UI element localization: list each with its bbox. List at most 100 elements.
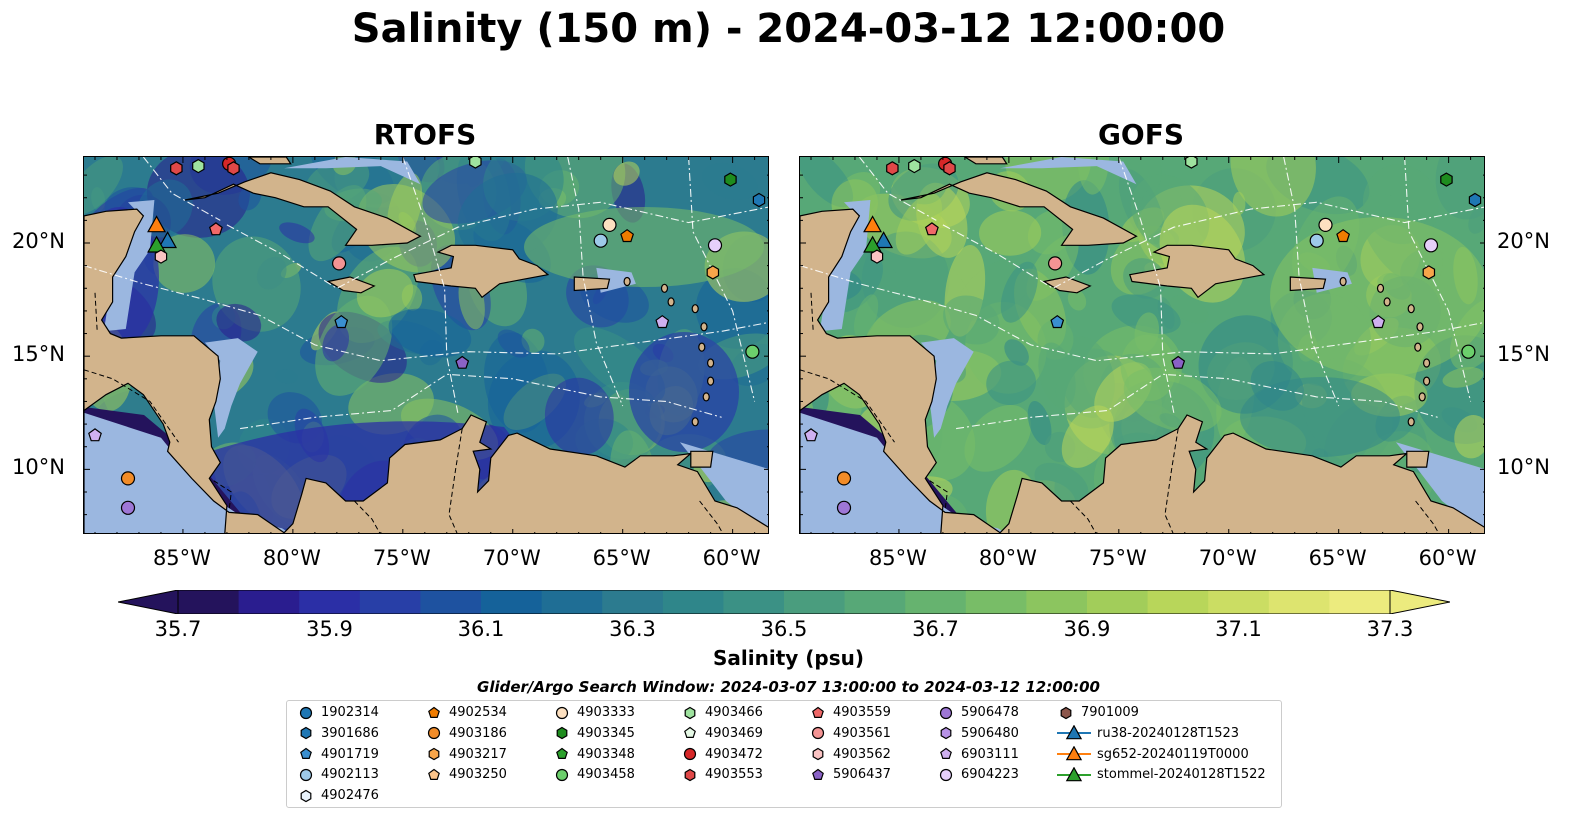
colorbar-extend-max bbox=[1389, 590, 1450, 614]
colorbar-segment bbox=[1268, 590, 1330, 614]
lon-tick-label: 60°W bbox=[702, 546, 761, 570]
float-marker-4903562 bbox=[154, 249, 168, 264]
lat-tick-label: 15°N bbox=[12, 342, 65, 367]
legend-label: 5906480 bbox=[961, 725, 1019, 741]
legend-item: 4902113 bbox=[297, 765, 379, 785]
colorbar-tick-label: 37.3 bbox=[1366, 617, 1414, 641]
colorbar-extend-min bbox=[118, 590, 179, 614]
legend-marker-icon bbox=[812, 768, 824, 780]
float-marker-6903111 bbox=[655, 314, 670, 329]
legend-marker-icon bbox=[300, 727, 312, 740]
legend-label: 4903466 bbox=[705, 705, 763, 720]
legend-item: 4903562 bbox=[809, 745, 891, 765]
lon-tick-label: 80°W bbox=[262, 546, 321, 570]
land-hispaniola bbox=[1129, 244, 1266, 299]
legend-marker-icon bbox=[428, 747, 440, 761]
legend-marker bbox=[555, 706, 569, 719]
map-rtofs[interactable] bbox=[83, 156, 769, 534]
legend-marker-icon bbox=[299, 768, 313, 781]
colorbar-segment bbox=[905, 590, 967, 614]
map-gofs-svg bbox=[800, 157, 1484, 533]
search-window-text: Glider/Argo Search Window: 2024-03-07 13… bbox=[477, 678, 1100, 696]
float-marker-6904223 bbox=[1423, 238, 1439, 253]
land-jamaica bbox=[1042, 276, 1092, 294]
legend-label: 6904223 bbox=[961, 767, 1019, 783]
legend-marker bbox=[300, 727, 312, 740]
legend-marker-icon bbox=[940, 747, 952, 760]
legend-label: 4903250 bbox=[449, 767, 507, 783]
float-marker-4903561 bbox=[1048, 256, 1063, 271]
float-marker-4903561 bbox=[332, 256, 347, 271]
float-marker-4903217 bbox=[1422, 265, 1436, 280]
colorbar-tick-label: 36.7 bbox=[912, 617, 959, 641]
colorbar-tick-label: 36.1 bbox=[457, 617, 505, 641]
legend-marker-icon bbox=[299, 706, 313, 719]
land-jamaica bbox=[326, 276, 376, 294]
land-puerto-rico bbox=[573, 276, 611, 292]
legend-marker-icon bbox=[556, 727, 568, 740]
legend-label: 4903559 bbox=[833, 705, 891, 720]
legend-label: 4903472 bbox=[705, 746, 763, 762]
legend-marker bbox=[556, 727, 568, 740]
colorbar-segment bbox=[1026, 590, 1088, 614]
legend-item: 4903469 bbox=[681, 724, 763, 744]
colorbar-tick-label: 36.3 bbox=[609, 617, 656, 641]
legend-item: 6903111 bbox=[937, 745, 1019, 765]
figure-title: Salinity (150 m) - 2024-03-12 12:00:00 bbox=[351, 6, 1226, 52]
legend-item: 4903472 bbox=[681, 745, 763, 765]
legend-marker-icon bbox=[555, 768, 569, 781]
lon-tick-label: 65°W bbox=[592, 546, 651, 570]
colorbar-segment bbox=[1087, 590, 1149, 614]
legend-label: 3901686 bbox=[321, 725, 379, 741]
land-florida-bahamas bbox=[963, 157, 1008, 165]
colorbar-label: Salinity (psu) bbox=[712, 646, 864, 670]
legend-marker-icon bbox=[684, 768, 696, 782]
legend-marker bbox=[555, 768, 569, 781]
panel-title-gofs: GOFS bbox=[1097, 118, 1185, 151]
float-marker-4901719 bbox=[1050, 314, 1065, 329]
legend-marker bbox=[684, 727, 696, 739]
legend-marker-icon bbox=[812, 706, 824, 718]
map-rtofs-svg bbox=[84, 157, 768, 533]
legend: 1902314 3901686 4901719 4902113 4902476 49025… bbox=[286, 700, 1282, 808]
legend-marker bbox=[428, 768, 440, 780]
legend-item: 5906437 bbox=[809, 765, 891, 785]
colorbar-segment bbox=[1147, 590, 1209, 614]
legend-label: 4903345 bbox=[577, 725, 635, 741]
lon-tick-label: 85°W bbox=[868, 546, 927, 570]
float-marker-sg652-20240119T0000 bbox=[147, 215, 167, 233]
legend-marker bbox=[1060, 706, 1072, 719]
legend-marker-icon bbox=[300, 747, 312, 760]
legend-label: 4903562 bbox=[833, 746, 891, 762]
float-marker-4903186 bbox=[836, 471, 852, 486]
legend-marker bbox=[300, 789, 312, 802]
legend-item: 4902534 bbox=[425, 703, 507, 723]
legend-marker bbox=[300, 747, 312, 760]
legend-marker bbox=[1065, 766, 1083, 782]
legend-marker bbox=[940, 727, 952, 740]
colorbar-segment bbox=[662, 590, 724, 614]
float-marker-4903186 bbox=[120, 471, 136, 486]
float-marker-4903553 bbox=[886, 161, 899, 176]
float-marker-4903345 bbox=[724, 172, 737, 187]
colorbar-segment bbox=[420, 590, 482, 614]
legend-marker-icon bbox=[555, 706, 569, 719]
legend-marker-icon bbox=[1057, 766, 1091, 782]
legend-label: 5906437 bbox=[833, 767, 891, 783]
float-marker-4903217 bbox=[706, 265, 720, 280]
legend-label: 4903458 bbox=[577, 767, 635, 783]
float-marker-4903559 bbox=[924, 222, 939, 236]
map-gofs[interactable] bbox=[799, 156, 1485, 534]
colorbar-segment bbox=[1329, 590, 1391, 614]
land-south-america bbox=[283, 414, 768, 533]
legend-marker bbox=[811, 727, 825, 740]
legend-marker-icon bbox=[811, 727, 825, 740]
legend-label: sg652-20240119T0000 bbox=[1097, 746, 1249, 762]
float-marker-4903458 bbox=[745, 344, 760, 359]
lon-tick-label: 85°W bbox=[152, 546, 211, 570]
colorbar-segment bbox=[602, 590, 664, 614]
float-marker-6903111 bbox=[804, 428, 818, 442]
legend-label: 4903333 bbox=[577, 705, 635, 720]
float-marker-5906437 bbox=[455, 355, 470, 369]
legend-marker bbox=[812, 706, 824, 718]
